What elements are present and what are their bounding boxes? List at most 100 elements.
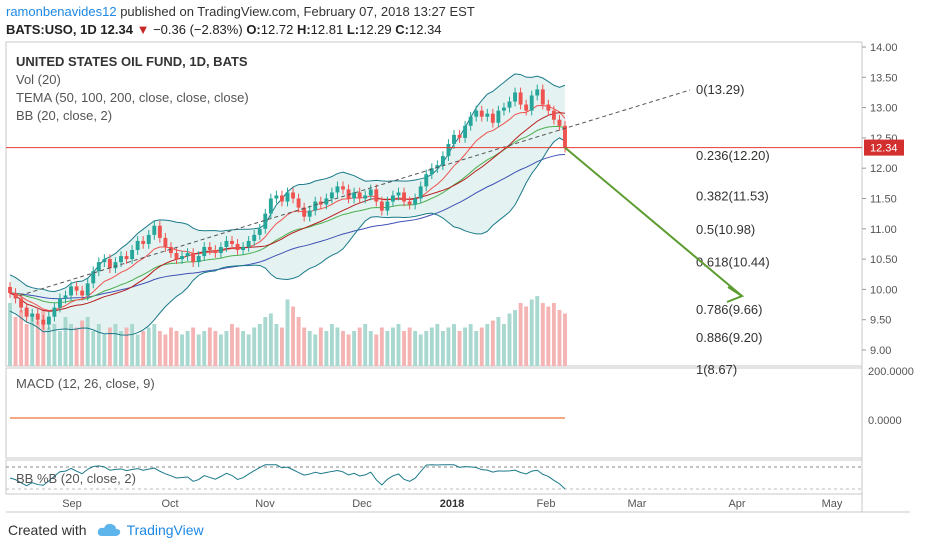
candle-body	[85, 283, 90, 296]
volume-bar	[407, 327, 412, 366]
volume-bar	[96, 324, 101, 366]
volume-bar	[169, 327, 173, 366]
candle-body	[218, 246, 223, 254]
price-tick-label: 13.50	[870, 72, 898, 84]
volume-bar	[24, 324, 29, 366]
tema-line-200	[9, 153, 566, 300]
candle-body	[135, 240, 140, 251]
volume-bar	[163, 334, 168, 366]
candle-body	[213, 250, 218, 254]
candle-body	[302, 207, 307, 217]
bb-basis	[9, 112, 566, 312]
candle-body	[329, 192, 334, 199]
volume-bar	[46, 327, 51, 366]
price-tick-label: 9.50	[870, 315, 891, 327]
volume-bar	[13, 317, 18, 366]
candle-body	[74, 286, 79, 291]
volume-bar	[274, 324, 279, 366]
volume-bar	[74, 327, 79, 366]
legend-title: UNITED STATES OIL FUND, 1D, BATS	[16, 54, 248, 69]
candle-body	[268, 198, 273, 214]
candle-body	[96, 262, 101, 272]
last-price-tag	[864, 139, 904, 156]
candle-body	[402, 192, 406, 202]
close-value: 12.34	[409, 22, 442, 37]
volume-bar	[435, 324, 440, 366]
volume-bar	[152, 324, 157, 366]
tradingview-cloud-icon	[97, 523, 120, 536]
candle-body	[191, 253, 196, 263]
volume-bar	[119, 331, 123, 366]
author-link[interactable]: ramonbenavides12	[6, 4, 117, 19]
time-tick-label: 2018	[440, 498, 464, 510]
projection-arrowhead	[726, 286, 745, 303]
volume-bar	[335, 327, 340, 366]
trend-line	[19, 89, 691, 296]
volume-bar	[85, 317, 90, 366]
candle-body	[291, 192, 295, 199]
volume-bar	[540, 303, 545, 366]
candle-body	[435, 165, 440, 169]
volume-bar	[241, 331, 246, 366]
candle-body	[46, 316, 51, 325]
candle-body	[352, 192, 357, 199]
candle-body	[196, 256, 201, 263]
time-tick-label: Feb	[537, 498, 556, 510]
candle-body	[41, 319, 46, 325]
candle-body	[52, 307, 57, 317]
fib-level-label: 0.382(11.53)	[696, 189, 769, 204]
price-tick-label: 12.00	[870, 163, 898, 175]
candle-body	[407, 201, 412, 205]
volume-bar	[502, 324, 506, 366]
volume-bar	[124, 327, 129, 366]
legend-bbpct: BB %B (20, close, 2)	[16, 471, 136, 486]
candle-body	[379, 201, 384, 211]
candle-body	[58, 298, 62, 308]
candle-body	[341, 186, 345, 190]
volume-bar	[207, 327, 212, 366]
candle-body	[446, 143, 451, 157]
candle-body	[152, 225, 157, 235]
volume-bar	[30, 313, 35, 366]
candle-body	[557, 119, 562, 126]
candle-body	[346, 189, 351, 199]
volume-bar	[91, 331, 96, 366]
fib-level-label: 0.886(9.20)	[696, 330, 763, 345]
close-label: C:	[395, 22, 409, 37]
candle-body	[463, 125, 468, 138]
volume-bar	[524, 306, 529, 366]
candle-body	[502, 107, 506, 111]
volume-bar	[180, 334, 184, 366]
candle-body	[551, 110, 556, 120]
candle-body	[563, 125, 567, 148]
low-value: 12.29	[359, 22, 392, 37]
candle-body	[457, 134, 462, 138]
candle-body	[30, 313, 35, 317]
volume-bar	[174, 331, 179, 366]
volume-bar	[352, 331, 357, 366]
candle-body	[335, 186, 340, 193]
candle-body	[324, 198, 329, 205]
candle-body	[413, 198, 418, 205]
candle-body	[468, 116, 473, 126]
volume-bar	[285, 299, 290, 366]
volume-bar	[252, 327, 257, 366]
candle-body	[91, 271, 96, 284]
candle-body	[535, 89, 540, 96]
tradingview-brand[interactable]: TradingView	[126, 522, 204, 538]
candle-body	[385, 201, 390, 211]
legend-vol: Vol (20)	[16, 72, 61, 87]
price-tick-label: 10.50	[870, 254, 898, 266]
volume-bar	[280, 327, 284, 366]
ticker-change: −0.36 (−2.83%)	[153, 22, 243, 37]
candle-body	[257, 228, 262, 235]
volume-bar	[363, 324, 368, 366]
price-tick-label: 11.50	[870, 194, 897, 206]
volume-bar	[490, 320, 495, 366]
time-tick-label: Sep	[62, 498, 82, 510]
fib-level-label: 1(8.67)	[696, 362, 737, 377]
open-value: 12.72	[260, 22, 294, 37]
candle-body	[124, 256, 129, 260]
volume-bar	[185, 331, 190, 366]
